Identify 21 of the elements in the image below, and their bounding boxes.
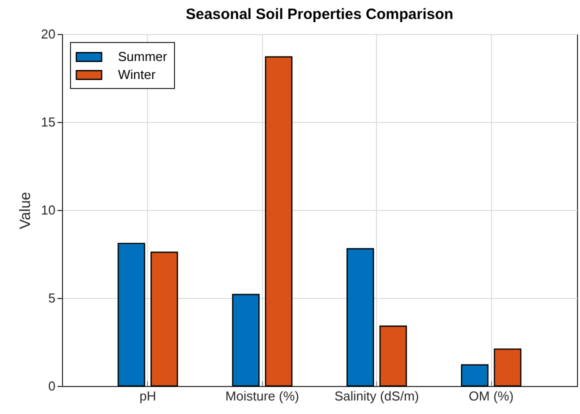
y-tick-label: 15 <box>41 114 56 130</box>
x-tick-label: Moisture (%) <box>225 388 300 404</box>
chart-title: Seasonal Soil Properties Comparison <box>186 6 454 23</box>
bar <box>264 56 292 387</box>
bar <box>494 348 522 387</box>
legend-label: Winter <box>118 67 156 82</box>
bar <box>118 242 146 387</box>
x-tick-label: pH <box>140 388 156 404</box>
y-tick-label: 5 <box>48 290 56 306</box>
bar <box>232 294 260 387</box>
bar <box>150 252 178 387</box>
x-tick-label: OM (%) <box>468 388 514 404</box>
y-axis-title: Value <box>17 192 34 230</box>
legend-label: Summer <box>118 49 168 64</box>
y-tick-label: 0 <box>48 378 56 394</box>
bar <box>379 326 407 387</box>
bar <box>346 248 374 387</box>
x-tick-label: Salinity (dS/m) <box>334 388 419 404</box>
y-tick-label: 10 <box>41 202 56 218</box>
bar <box>460 364 488 387</box>
y-tick-label: 20 <box>41 26 56 42</box>
